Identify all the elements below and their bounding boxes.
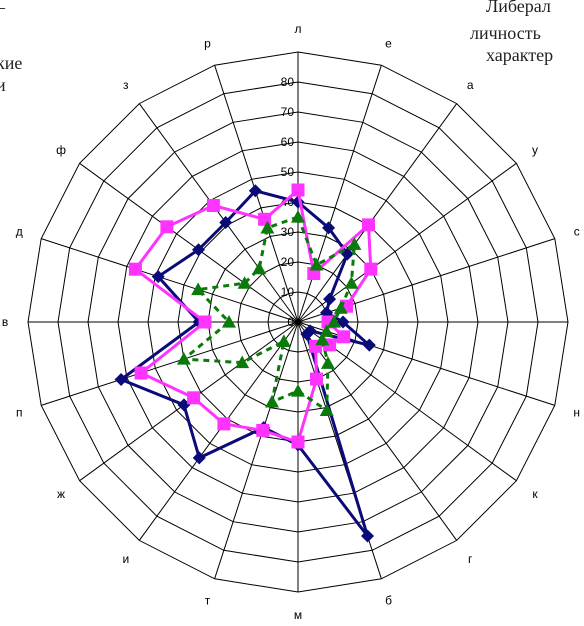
radial-tick-label: 20 — [281, 255, 295, 269]
radial-tick-label: 80 — [281, 75, 295, 89]
data-point — [361, 529, 375, 543]
data-point — [327, 315, 341, 328]
data-point — [192, 451, 206, 465]
data-point — [322, 221, 336, 235]
data-point — [222, 315, 236, 328]
data-point — [237, 276, 252, 289]
series-3 — [176, 210, 362, 417]
category-label: м — [294, 608, 302, 622]
data-point — [337, 330, 351, 344]
data-point — [265, 394, 280, 408]
data-point — [309, 257, 324, 271]
background-text-left-1: – — [0, 0, 5, 18]
radial-tick-label: 10 — [281, 285, 295, 299]
grid-spoke — [297, 65, 382, 323]
data-point — [217, 417, 231, 431]
data-point — [256, 423, 270, 437]
category-label: д — [16, 225, 23, 239]
category-label: г — [468, 552, 473, 566]
data-series — [114, 183, 378, 543]
data-point — [191, 243, 205, 257]
grid-spoke — [79, 162, 299, 323]
background-text-right-1: Либерал — [486, 0, 551, 16]
grid-spoke — [138, 103, 299, 323]
series-line — [179, 215, 357, 414]
data-point — [333, 301, 348, 314]
radial-tick-label: 60 — [281, 135, 295, 149]
category-label: е — [385, 36, 392, 50]
category-label: к — [532, 487, 538, 501]
data-point — [191, 282, 206, 296]
background-text-right-3: характер — [486, 45, 554, 65]
data-point — [362, 218, 375, 232]
data-point — [362, 338, 376, 352]
radar-grid — [27, 51, 569, 593]
category-labels: леаусонкгбмтижпвдфзр — [2, 22, 580, 622]
category-label: ф — [56, 143, 66, 157]
data-point — [320, 356, 335, 369]
category-label: ж — [57, 487, 65, 501]
category-label: и — [122, 552, 129, 566]
series-2 — [128, 183, 378, 449]
grid-spoke — [297, 321, 555, 406]
data-point — [260, 220, 275, 234]
data-point — [187, 391, 201, 405]
radial-tick-label: 50 — [281, 165, 295, 179]
data-point — [347, 237, 362, 250]
data-point — [258, 212, 272, 226]
category-label: н — [573, 406, 580, 420]
category-label: в — [2, 315, 8, 329]
category-label: б — [385, 594, 392, 608]
grid-spoke — [214, 321, 299, 579]
data-point — [198, 315, 212, 329]
data-point — [176, 352, 191, 365]
data-point — [364, 262, 378, 276]
category-label: з — [123, 78, 129, 92]
data-point — [315, 332, 330, 346]
category-label: р — [204, 36, 211, 50]
data-point — [291, 435, 305, 449]
radial-tick-label: 30 — [281, 225, 295, 239]
data-point — [252, 261, 267, 275]
data-point — [310, 372, 323, 386]
data-point — [291, 183, 305, 197]
data-point — [336, 315, 350, 329]
background-text-left-2: кие — [0, 53, 23, 73]
grid-spoke — [138, 321, 299, 541]
data-point — [319, 324, 334, 337]
data-point — [160, 220, 174, 234]
data-point — [235, 355, 250, 369]
radial-tick-label: 70 — [281, 105, 295, 119]
grid-spoke — [41, 238, 299, 323]
data-point — [300, 327, 314, 341]
data-point — [291, 384, 305, 397]
grid-spoke — [297, 103, 458, 323]
data-point — [114, 372, 128, 386]
category-label: у — [532, 143, 538, 157]
data-point — [319, 403, 334, 417]
data-point — [291, 210, 305, 223]
background-text-right-2: личность — [470, 23, 541, 43]
background-text-left-3: и — [0, 75, 6, 95]
data-point — [276, 334, 291, 348]
data-point — [248, 184, 262, 198]
data-point — [344, 276, 359, 289]
data-point — [323, 292, 337, 306]
grid-spoke — [41, 321, 299, 406]
category-label: т — [205, 594, 211, 608]
category-label: л — [294, 22, 301, 36]
data-point — [128, 262, 142, 276]
grid-spoke — [297, 162, 517, 323]
radial-tick-label: 0 — [287, 315, 294, 329]
data-point — [219, 215, 233, 229]
category-label: с — [574, 225, 580, 239]
category-label: п — [16, 406, 23, 420]
data-point — [206, 199, 220, 212]
data-point — [134, 366, 148, 380]
category-label: а — [467, 78, 474, 92]
data-point — [151, 270, 165, 284]
grid-spoke — [297, 321, 458, 541]
